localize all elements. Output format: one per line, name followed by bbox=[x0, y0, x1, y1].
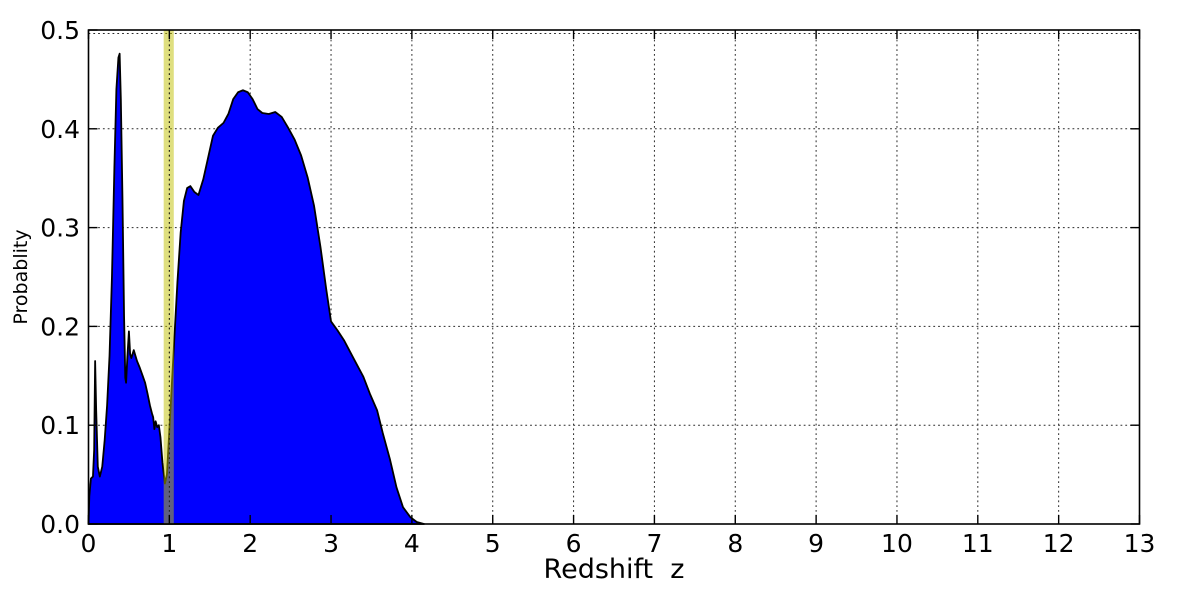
redshift-probability-density bbox=[87, 52, 425, 525]
x-tick-label: 3 bbox=[323, 529, 339, 558]
x-tick-label: 9 bbox=[808, 529, 824, 558]
y-tick-label: 0.2 bbox=[40, 312, 80, 341]
x-tick-label: 5 bbox=[485, 529, 501, 558]
y-tick-label: 0.4 bbox=[40, 115, 80, 144]
y-tick-label: 0.5 bbox=[40, 16, 80, 45]
x-axis-label: Redshift z bbox=[543, 554, 685, 585]
y-tick-label: 0.1 bbox=[40, 411, 80, 440]
plot-border bbox=[87, 29, 1141, 525]
x-tick-label: 8 bbox=[727, 529, 743, 558]
highlight-band-z1 bbox=[163, 30, 174, 524]
x-tick-label: 13 bbox=[1124, 529, 1156, 558]
x-tick-label: 6 bbox=[566, 529, 582, 558]
x-tick-label: 1 bbox=[161, 529, 177, 558]
x-tick-label: 4 bbox=[404, 529, 420, 558]
x-tick-label: 11 bbox=[962, 529, 994, 558]
y-tick-label: 0.3 bbox=[40, 214, 80, 243]
x-tick-label: 12 bbox=[1043, 529, 1075, 558]
y-axis-label: Probablity bbox=[10, 229, 32, 325]
y-tick-label: 0.0 bbox=[40, 510, 80, 539]
x-tick-label: 2 bbox=[242, 529, 258, 558]
x-tick-label: 10 bbox=[881, 529, 913, 558]
x-tick-label: 0 bbox=[81, 529, 97, 558]
x-tick-label: 7 bbox=[646, 529, 662, 558]
